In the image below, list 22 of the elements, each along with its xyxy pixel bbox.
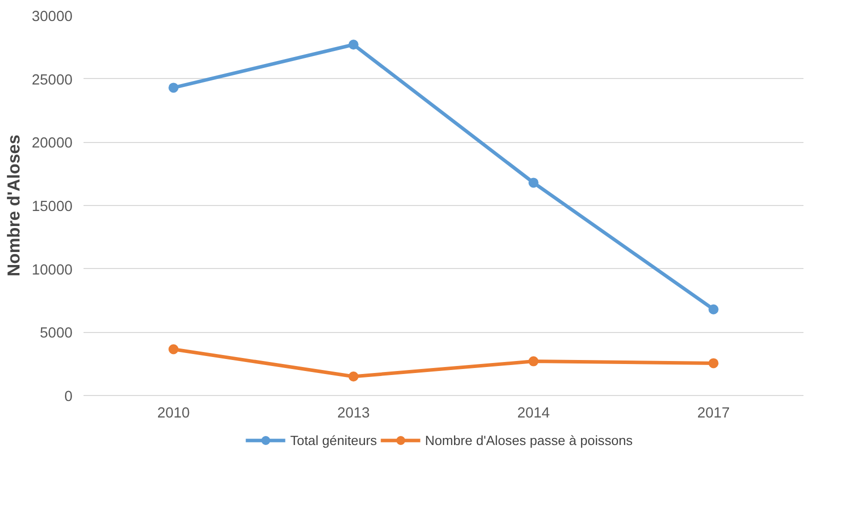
- point: [528, 356, 538, 366]
- point: [168, 82, 178, 93]
- point: [708, 304, 718, 314]
- legend-label: Total géniteurs: [290, 432, 377, 448]
- x-tick-label: 2010: [157, 406, 190, 422]
- y-tick-label: 0: [64, 389, 73, 405]
- point: [528, 178, 538, 188]
- y-tick-label: 15000: [32, 199, 73, 215]
- y-tick-label: 25000: [32, 72, 73, 88]
- x-tick-label: 2014: [517, 406, 550, 422]
- y-axis-title: Nombre d'Aloses: [4, 134, 24, 276]
- point: [348, 40, 358, 50]
- legend-label: Nombre d'Aloses passe à poissons: [424, 432, 633, 448]
- y-tick-label: 5000: [40, 326, 73, 342]
- y-tick-label: 20000: [32, 136, 73, 152]
- x-tick-label: 2017: [697, 406, 730, 422]
- x-tick-label: 2013: [337, 406, 370, 422]
- point: [348, 372, 358, 382]
- y-tick-label: 10000: [32, 262, 73, 278]
- y-tick-label: 30000: [32, 9, 73, 25]
- point: [168, 344, 178, 354]
- point: [708, 358, 718, 368]
